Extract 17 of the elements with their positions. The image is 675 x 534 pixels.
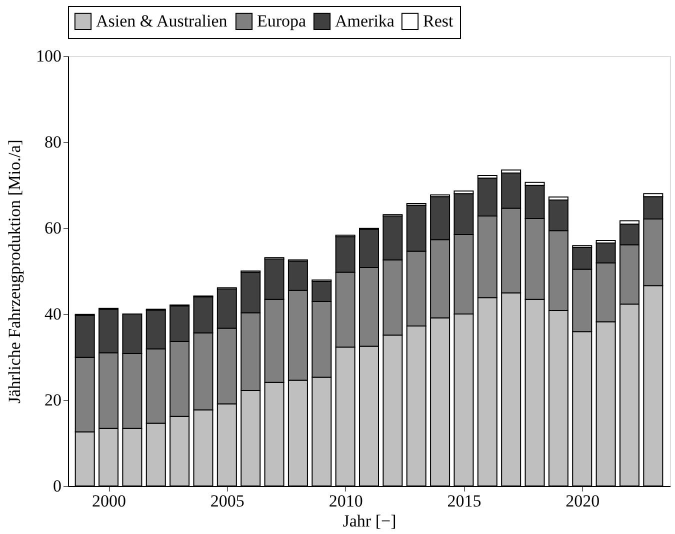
y-tick-label: 40 (44, 304, 62, 324)
legend-label: Amerika (335, 11, 395, 30)
x-tick-label: 2000 (92, 492, 126, 510)
y-tick-label: 20 (44, 390, 62, 410)
y-tick-label: 0 (53, 476, 62, 496)
y-tick-label: 60 (44, 218, 62, 238)
y-axis-title: Jährliche Fahrzeugproduktion [Mio./a] (5, 140, 24, 404)
x-axis-title: Jahr [−] (342, 512, 396, 530)
y-tick-label: 80 (44, 132, 62, 152)
x-tick-label: 2005 (210, 492, 244, 510)
legend-label: Asien & Australien (96, 11, 228, 30)
x-tick-label: 2010 (328, 492, 363, 510)
x-tick-label: 2015 (447, 492, 482, 510)
legend-label: Europa (257, 11, 307, 30)
y-tick-label: 100 (36, 46, 62, 66)
legend-label: Rest (423, 11, 454, 30)
x-tick-label: 2020 (566, 492, 600, 510)
